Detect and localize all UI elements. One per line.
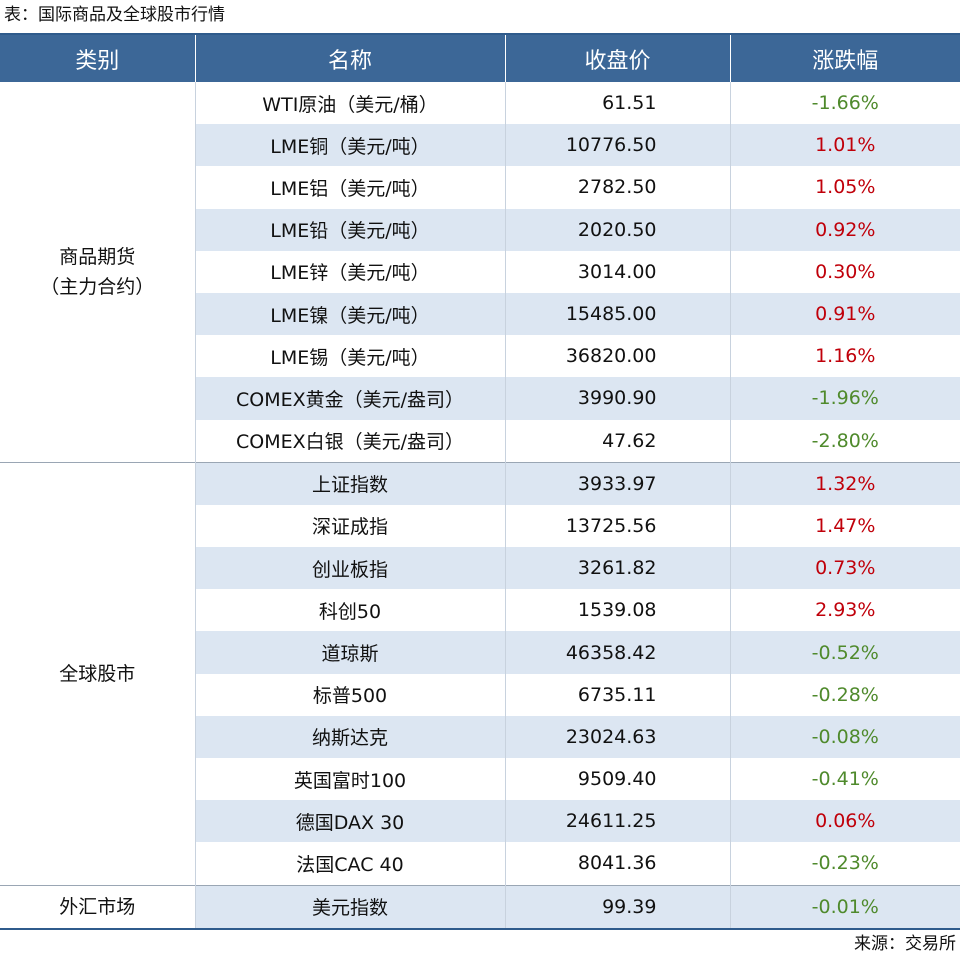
- close-cell: 23024.63: [504, 715, 730, 758]
- close-cell: 46358.42: [504, 631, 730, 674]
- table-row: 深证成指 13725.56 1.47%: [0, 504, 960, 548]
- table-row: 德国DAX 30 24611.25 0.06%: [0, 800, 960, 843]
- table-row: LME镍（美元/吨） 15485.00 0.91%: [0, 292, 960, 336]
- change-cell: 1.32%: [729, 461, 960, 505]
- close-cell: 24611.25: [504, 800, 730, 843]
- name-cell: 科创50: [194, 589, 505, 632]
- table-row: 英国富时100 9509.40 -0.41%: [0, 758, 960, 801]
- change-cell: 0.30%: [729, 250, 960, 293]
- close-cell: 3933.97: [504, 461, 730, 505]
- caption: 表：国际商品及全球股市行情: [4, 5, 225, 25]
- change-cell: 1.05%: [729, 166, 960, 209]
- category-line: 外汇市场: [59, 895, 136, 918]
- change-cell: 0.73%: [729, 547, 960, 590]
- table-row: LME锌（美元/吨） 3014.00 0.30%: [0, 250, 960, 293]
- name-cell: 英国富时100: [194, 758, 505, 801]
- close-cell: 13725.56: [504, 504, 730, 548]
- table-row: 创业板指 3261.82 0.73%: [0, 547, 960, 590]
- change-cell: -1.66%: [729, 82, 960, 125]
- close-cell: 3990.90: [504, 377, 730, 420]
- name-cell: WTI原油（美元/桶）: [194, 82, 505, 125]
- name-cell: 纳斯达克: [194, 715, 505, 758]
- table-row: COMEX黄金（美元/盎司） 3990.90 -1.96%: [0, 377, 960, 420]
- table-row: 道琼斯 46358.42 -0.52%: [0, 631, 960, 674]
- name-cell: 德国DAX 30: [194, 800, 505, 843]
- category-cell: 全球股市: [0, 461, 195, 886]
- name-cell: 美元指数: [194, 884, 505, 929]
- change-cell: 2.93%: [729, 589, 960, 632]
- change-cell: -0.28%: [729, 673, 960, 716]
- close-cell: 10776.50: [504, 124, 730, 167]
- category-cell: 外汇市场: [0, 884, 195, 929]
- change-cell: 1.01%: [729, 124, 960, 167]
- name-cell: LME镍（美元/吨）: [194, 292, 505, 336]
- name-cell: LME锡（美元/吨）: [194, 335, 505, 378]
- table-row: LME铝（美元/吨） 2782.50 1.05%: [0, 166, 960, 209]
- close-cell: 61.51: [504, 82, 730, 125]
- name-cell: LME铝（美元/吨）: [194, 166, 505, 209]
- name-cell: COMEX白银（美元/盎司）: [194, 419, 505, 463]
- table-row: LME铅（美元/吨） 2020.50 0.92%: [0, 208, 960, 251]
- table-row: COMEX白银（美元/盎司） 47.62 -2.80%: [0, 419, 960, 463]
- table-row: 科创50 1539.08 2.93%: [0, 589, 960, 632]
- name-cell: 深证成指: [194, 504, 505, 548]
- close-cell: 1539.08: [504, 589, 730, 632]
- table-row: 全球股市 上证指数 3933.97 1.32%: [0, 461, 960, 886]
- name-cell: 法国CAC 40: [194, 842, 505, 886]
- source: 来源：交易所: [854, 933, 956, 954]
- change-cell: 0.92%: [729, 208, 960, 251]
- change-cell: -0.23%: [729, 842, 960, 886]
- close-cell: 3261.82: [504, 547, 730, 590]
- close-cell: 9509.40: [504, 758, 730, 801]
- table-body: 商品期货 （主力合约） WTI原油（美元/桶） 61.51 -1.66% LME铜（美元/…: [0, 82, 960, 929]
- change-cell: 0.06%: [729, 800, 960, 843]
- header-cell: 类别: [0, 34, 195, 82]
- change-cell: 1.47%: [729, 504, 960, 548]
- table-row: LME锡（美元/吨） 36820.00 1.16%: [0, 335, 960, 378]
- category-cell: 商品期货 （主力合约）: [0, 82, 195, 463]
- header-cell: 收盘价: [504, 34, 730, 82]
- table-row: 法国CAC 40 8041.36 -0.23%: [0, 842, 960, 886]
- name-cell: COMEX黄金（美元/盎司）: [194, 377, 505, 420]
- name-cell: 道琼斯: [194, 631, 505, 674]
- close-cell: 8041.36: [504, 842, 730, 886]
- change-cell: -1.96%: [729, 377, 960, 420]
- close-cell: 2020.50: [504, 208, 730, 251]
- change-cell: -2.80%: [729, 419, 960, 463]
- close-cell: 6735.11: [504, 673, 730, 716]
- close-cell: 99.39: [504, 884, 730, 929]
- change-cell: -0.52%: [729, 631, 960, 674]
- close-cell: 47.62: [504, 419, 730, 463]
- close-cell: 2782.50: [504, 166, 730, 209]
- close-cell: 36820.00: [504, 335, 730, 378]
- name-cell: 上证指数: [194, 461, 505, 505]
- table-row: 外汇市场 美元指数 99.39 -0.01%: [0, 884, 960, 929]
- change-cell: 1.16%: [729, 335, 960, 378]
- table-row: 标普500 6735.11 -0.28%: [0, 673, 960, 716]
- category-line: （主力合约）: [40, 275, 155, 298]
- name-cell: LME铅（美元/吨）: [194, 208, 505, 251]
- market-table: 类别 名称 收盘价 涨跌幅 商品期货 （主力合约） WTI原油（美元/桶） 61.51 -1.…: [0, 33, 960, 930]
- header-row: 类别 名称 收盘价 涨跌幅: [0, 34, 960, 82]
- name-cell: LME锌（美元/吨）: [194, 250, 505, 293]
- change-cell: -0.08%: [729, 715, 960, 758]
- name-cell: 创业板指: [194, 547, 505, 590]
- category-line: 全球股市: [59, 662, 136, 685]
- header-cell: 涨跌幅: [729, 34, 960, 82]
- change-cell: -0.41%: [729, 758, 960, 801]
- change-cell: -0.01%: [729, 884, 960, 929]
- header-cell: 名称: [194, 34, 505, 82]
- change-cell: 0.91%: [729, 292, 960, 336]
- table-row: LME铜（美元/吨） 10776.50 1.01%: [0, 124, 960, 167]
- close-cell: 15485.00: [504, 292, 730, 336]
- category-line: 商品期货: [59, 245, 136, 268]
- name-cell: 标普500: [194, 673, 505, 716]
- close-cell: 3014.00: [504, 250, 730, 293]
- name-cell: LME铜（美元/吨）: [194, 124, 505, 167]
- table-row: 商品期货 （主力合约） WTI原油（美元/桶） 61.51 -1.66%: [0, 82, 960, 463]
- table-row: 纳斯达克 23024.63 -0.08%: [0, 715, 960, 758]
